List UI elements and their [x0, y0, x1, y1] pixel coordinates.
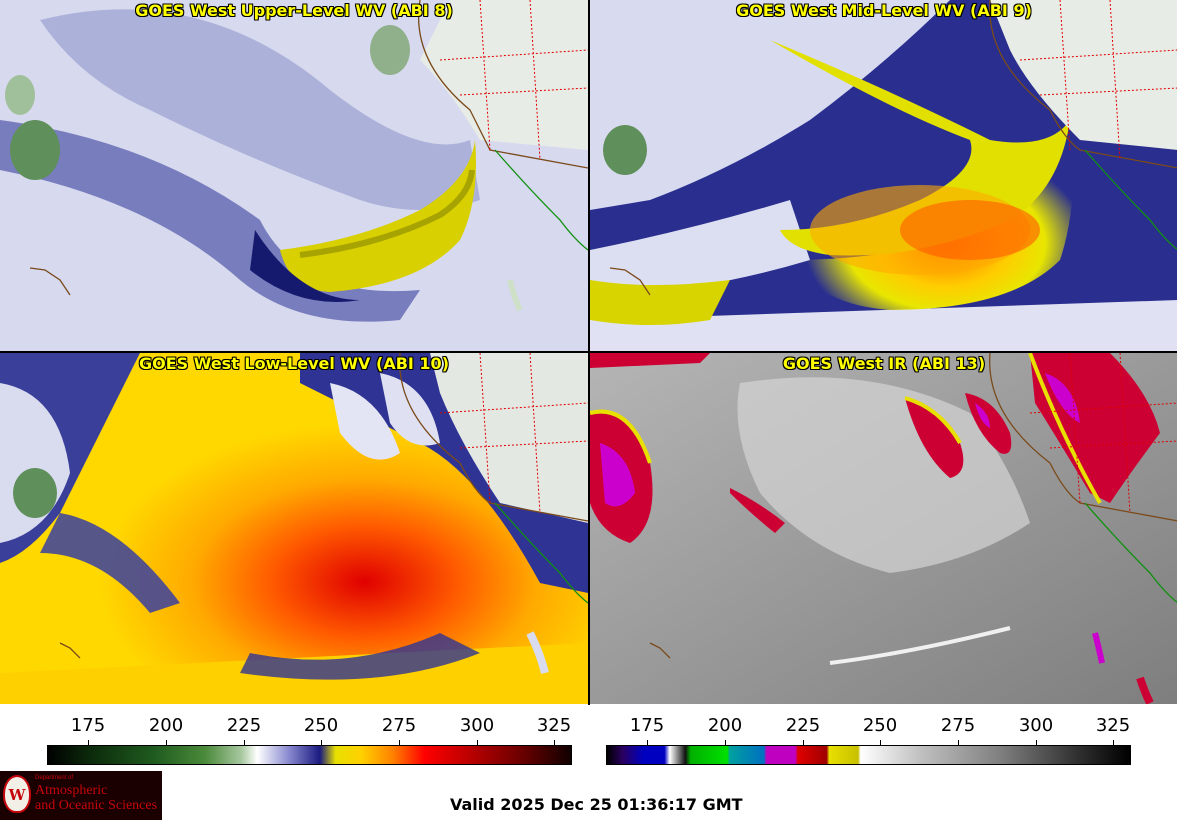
panel-title: GOES West IR (ABI 13) — [782, 354, 986, 373]
colorbar-tick-label: 325 — [536, 715, 572, 736]
colorbar-tick-mark — [647, 740, 648, 747]
valid-time: Valid 2025 Dec 25 01:36:17 GMT — [450, 795, 743, 814]
colorbar-tick-label: 275 — [940, 715, 976, 736]
panel-title: GOES West Low-Level WV (ABI 10) — [138, 354, 449, 373]
logo-department-text: Department of — [35, 775, 74, 781]
colorbar-tick-mark — [399, 740, 400, 747]
colorbar-ir-gradient — [606, 745, 1131, 765]
upper-wv-image — [0, 0, 588, 351]
colorbar-tick-mark — [725, 740, 726, 747]
colorbar-tick-mark — [1113, 740, 1114, 747]
colorbar-tick-label: 250 — [303, 715, 339, 736]
colorbar-tick-label: 175 — [70, 715, 106, 736]
colorbar-ir: 175 200 225 250 275 300 325 — [606, 707, 1131, 767]
colorbar-tick-label: 300 — [1018, 715, 1054, 736]
panel-title: GOES West Mid-Level WV (ABI 9) — [736, 1, 1032, 20]
colorbar-tick-mark — [477, 740, 478, 747]
colorbar-tick-label: 250 — [862, 715, 898, 736]
logo-line1: Atmospheric — [35, 783, 108, 798]
panel-ir: GOES West IR (ABI 13) — [590, 353, 1177, 704]
colorbar-tick-mark — [88, 740, 89, 747]
panel-title: GOES West Upper-Level WV (ABI 8) — [135, 1, 453, 20]
colorbar-tick-label: 200 — [707, 715, 743, 736]
aos-logo: W Department of Atmospheric and Oceanic … — [0, 771, 162, 820]
colorbar-tick-label: 325 — [1095, 715, 1131, 736]
mid-wv-image — [590, 0, 1177, 351]
colorbar-tick-mark — [554, 740, 555, 747]
uw-seal-icon: W — [3, 775, 31, 813]
colorbar-tick-label: 225 — [226, 715, 262, 736]
colorbar-tick-mark — [1036, 740, 1037, 747]
colorbar-tick-label: 300 — [459, 715, 495, 736]
colorbar-tick-mark — [958, 740, 959, 747]
colorbar-wv-gradient — [47, 745, 572, 765]
panel-upper-wv: GOES West Upper-Level WV (ABI 8) — [0, 0, 588, 351]
colorbar-tick-mark — [880, 740, 881, 747]
low-wv-image — [0, 353, 588, 704]
colorbar-wv: 175 200 225 250 275 300 325 — [47, 707, 572, 767]
colorbar-tick-label: 275 — [381, 715, 417, 736]
colorbar-tick-label: 175 — [629, 715, 665, 736]
panel-low-wv: GOES West Low-Level WV (ABI 10) — [0, 353, 588, 704]
panel-divider-horizontal — [0, 351, 1177, 353]
colorbar-tick-label: 225 — [785, 715, 821, 736]
ir-image — [590, 353, 1177, 704]
panel-mid-wv: GOES West Mid-Level WV (ABI 9) — [590, 0, 1177, 351]
colorbar-tick-mark — [166, 740, 167, 747]
colorbar-tick-mark — [321, 740, 322, 747]
colorbar-tick-label: 200 — [148, 715, 184, 736]
colorbar-tick-mark — [803, 740, 804, 747]
logo-line2: and Oceanic Sciences — [35, 798, 158, 813]
colorbar-tick-mark — [244, 740, 245, 747]
